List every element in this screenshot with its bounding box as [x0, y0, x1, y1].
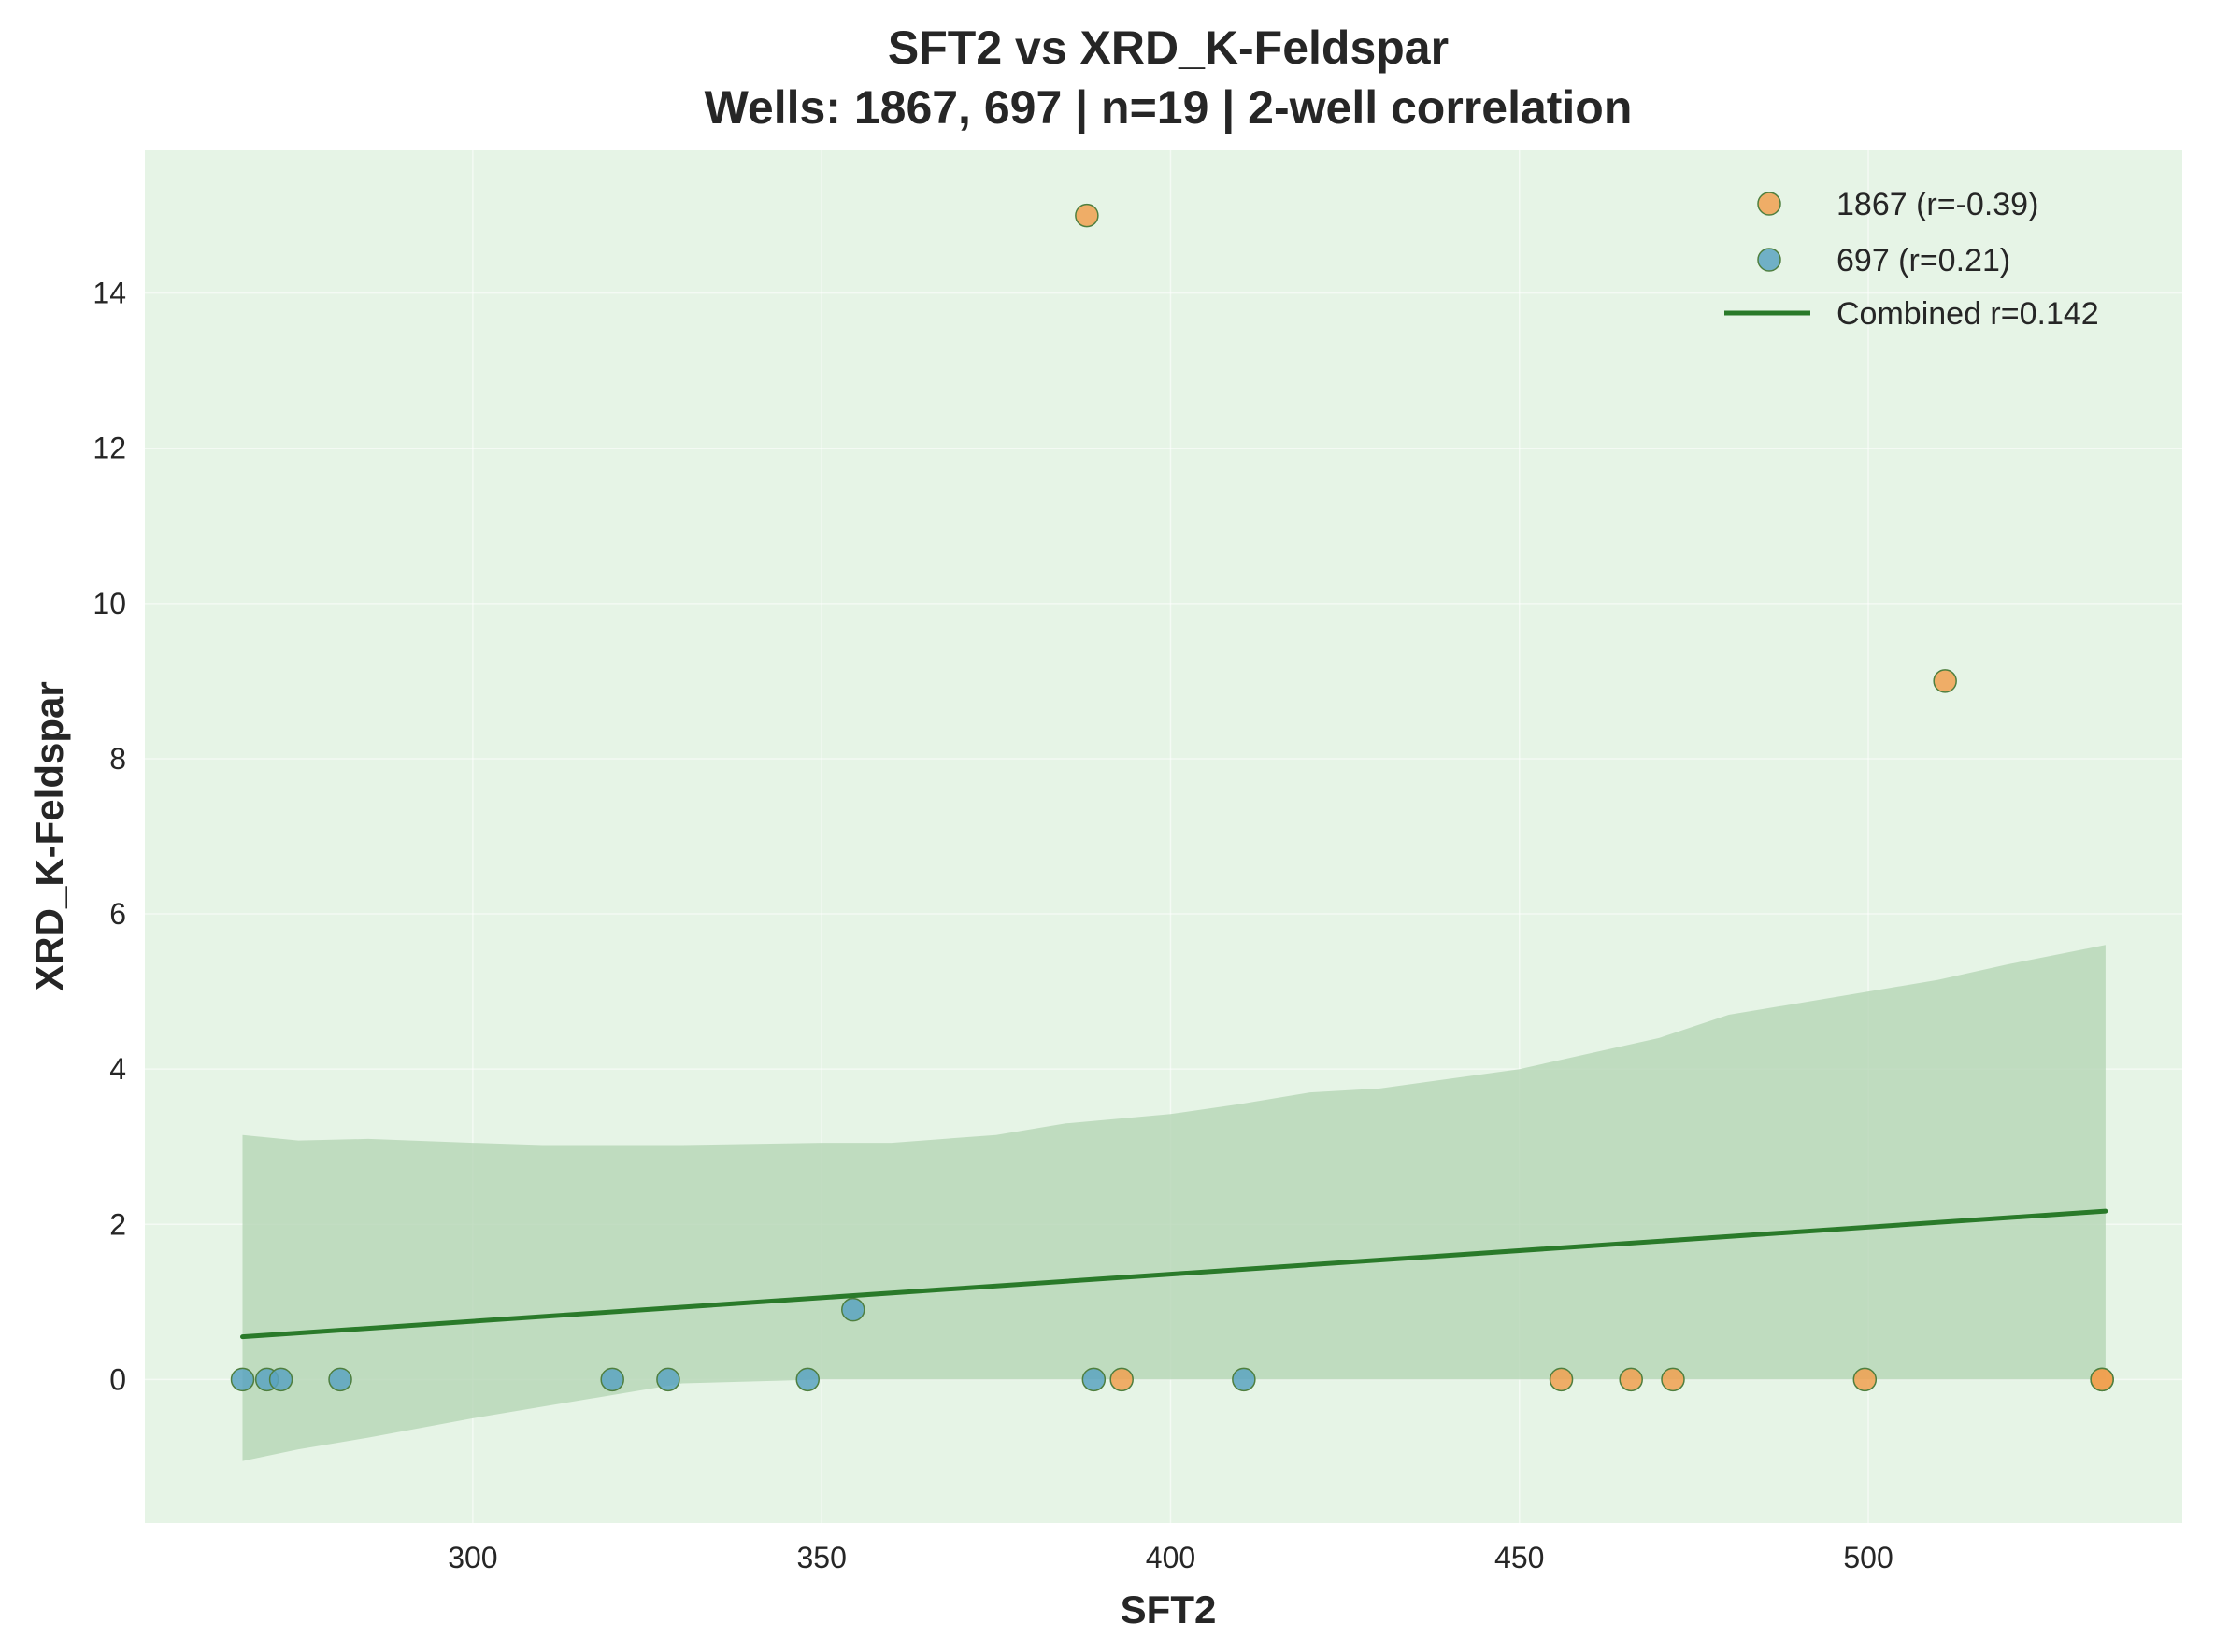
y-tick-label-7: 14: [93, 277, 126, 310]
y-tick-label-2: 4: [109, 1052, 126, 1086]
confidence-band: [242, 945, 2106, 1461]
y-tick-label-3: 6: [109, 897, 126, 931]
combined-fit-line: [240, 1208, 2108, 1340]
legend-label-combined: Combined r=0.142: [1836, 296, 2099, 332]
point-series-1-5: [656, 1367, 680, 1392]
point-series-0-0: [1075, 203, 1099, 228]
grid: [145, 150, 2182, 1523]
point-series-1-2: [268, 1367, 293, 1392]
y-tick-label-5: 10: [93, 587, 126, 620]
x-axis-label: SFT2: [1121, 1588, 1217, 1631]
x-tick-label-3: 450: [1494, 1541, 1544, 1574]
point-series-1-9: [1232, 1367, 1256, 1392]
point-series-0-2: [1549, 1367, 1574, 1392]
point-series-1-0: [230, 1367, 255, 1392]
point-series-1-7: [841, 1297, 865, 1322]
y-axis-label: XRD_K-Feldspar: [27, 681, 71, 990]
confidence-band-area: [242, 945, 2106, 1461]
y-tick-label-6: 12: [93, 432, 126, 465]
legend-label-1867: 1867 (r=-0.39): [1836, 187, 2038, 222]
x-tick-label-2: 400: [1146, 1541, 1195, 1574]
x-axis-ticks: 300 350 400 450 500: [448, 1541, 1893, 1574]
point-series-0-5: [1852, 1367, 1878, 1392]
point-series-1-8: [1081, 1367, 1107, 1392]
legend-marker-697: [1757, 248, 1781, 272]
y-tick-label-1: 2: [109, 1207, 126, 1241]
point-series-0-3: [1619, 1367, 1643, 1392]
legend: 1867 (r=-0.39) 697 (r=0.21) Combined r=0…: [1724, 187, 2099, 332]
point-series-0-4: [1661, 1367, 1685, 1392]
data-points: [230, 203, 2114, 1392]
x-tick-label-4: 500: [1843, 1541, 1893, 1574]
y-axis-ticks: 0 2 4 6 8 10 12 14: [93, 277, 126, 1397]
fit-line-layer: [240, 1208, 2108, 1340]
legend-marker-1867: [1757, 192, 1781, 216]
x-tick-label-1: 350: [796, 1541, 846, 1574]
x-tick-label-0: 300: [448, 1541, 497, 1574]
point-series-0-6: [1933, 669, 1957, 693]
point-series-0-1: [1109, 1367, 1134, 1392]
point-series-1-3: [328, 1367, 352, 1392]
point-series-0-8: [2090, 1367, 2114, 1392]
y-tick-label-4: 8: [109, 742, 126, 776]
point-series-1-6: [795, 1367, 820, 1392]
y-tick-label-0: 0: [109, 1362, 126, 1396]
point-series-1-4: [600, 1367, 624, 1392]
chart-title-line2: Wells: 1867, 697 | n=19 | 2-well correla…: [705, 81, 1633, 135]
legend-label-697: 697 (r=0.21): [1836, 243, 2010, 278]
chart-title-line1: SFT2 vs XRD_K-Feldspar: [888, 21, 1449, 74]
